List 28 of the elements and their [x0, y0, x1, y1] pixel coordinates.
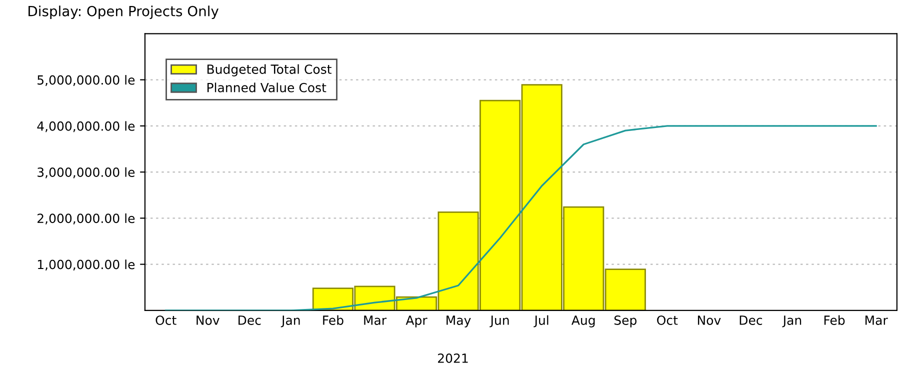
x-tick-label: Nov [196, 316, 220, 325]
x-tick-label: Feb [323, 315, 344, 325]
x-tick-label: Jun [490, 316, 509, 328]
x-tick-label: Feb [824, 315, 845, 325]
x-tick-label: Apr [406, 316, 428, 328]
x-tick-label: Sep [614, 316, 636, 328]
x-tick-label: Jul [534, 315, 548, 328]
y-tick-label: 4,000,000.00 le [37, 121, 135, 132]
x-tick-label: Jan [782, 316, 802, 328]
y-tick-label: 2,000,000.00 le [38, 213, 135, 224]
y-tick-label: 5,000,000.00 le [38, 75, 135, 86]
x-tick-label: Oct [657, 316, 678, 325]
chart-title: Display: Open Projects Only [28, 6, 219, 20]
text: 2021 [438, 354, 468, 363]
x-tick-label: Mar [865, 316, 888, 325]
y-tick-label: 1,000,000.00 le [38, 260, 135, 270]
x-tick-label: Mar [364, 316, 387, 325]
x-tick-label: Dec [740, 316, 762, 325]
line-series [165, 125, 877, 310]
legend-label: Budgeted Total Cost [207, 64, 332, 76]
y-tick-label: 3,000,000.00 le [38, 167, 135, 178]
x-tick-label: Jan [280, 316, 300, 328]
x-tick-label: Dec [238, 316, 261, 325]
x-tick-label: Nov [698, 316, 721, 325]
x-tick-label: Aug [572, 316, 595, 328]
x-tick-label: May [446, 316, 471, 328]
legend-label: Planned Value Cost [207, 82, 326, 92]
x-tick-label: Oct [156, 316, 176, 325]
